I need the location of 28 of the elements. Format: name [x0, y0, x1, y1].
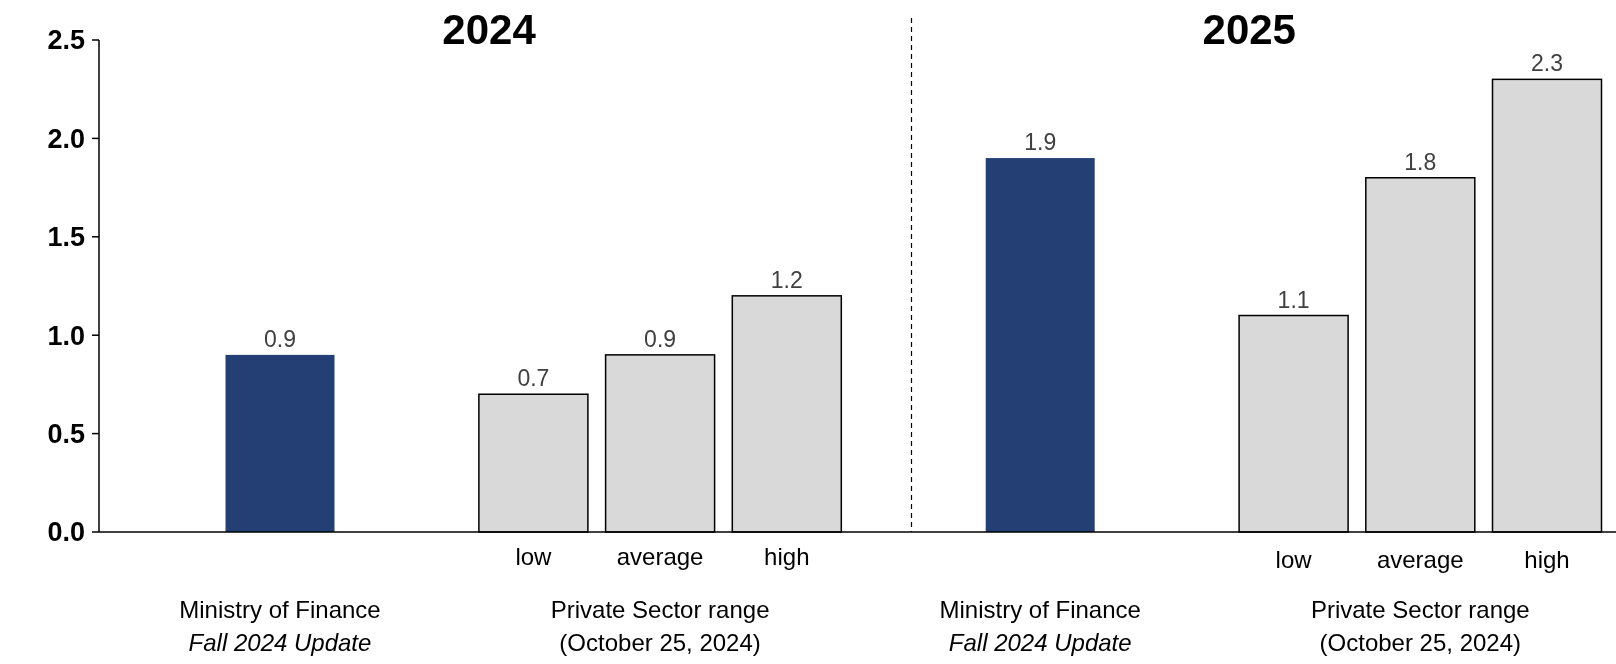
y-tick-label: 0.5	[47, 419, 85, 450]
x-tick-label: low	[515, 543, 553, 570]
annotation: 2024	[442, 6, 537, 53]
x-tick-label: average	[1376, 546, 1464, 573]
bar	[985, 158, 1095, 532]
y-tick-label: 2.5	[47, 25, 85, 56]
data-label: 1.1	[1277, 286, 1310, 313]
y-tick-label: 1.5	[47, 222, 85, 253]
data-label: 1.9	[1024, 129, 1057, 156]
data-label: 0.7	[517, 365, 550, 392]
bar	[225, 354, 335, 532]
annotation: 2025	[1202, 6, 1296, 53]
data-label: 1.8	[1404, 148, 1437, 175]
x-tick-label: low	[1275, 546, 1313, 573]
y-tick-label: 1.0	[47, 320, 85, 351]
x-tick-label: high	[764, 543, 810, 570]
text: Ministry of Finance Fall 2024 Update	[179, 596, 381, 656]
data-label: 0.9	[644, 325, 677, 352]
text: Ministry of Finance Fall 2024 Update	[939, 596, 1141, 656]
text: Private Sector range (October 25, 2024)	[550, 596, 770, 656]
data-label: 0.9	[264, 325, 296, 352]
x-tick-label: high	[1524, 546, 1570, 573]
x-tick-label: average	[616, 543, 704, 570]
text: Private Sector range (October 25, 2024)	[1310, 596, 1530, 656]
data-label: 1.2	[770, 266, 803, 293]
y-tick-label: 2.0	[47, 123, 85, 154]
data-label: 2.3	[1531, 50, 1563, 77]
y-tick-label: 0.0	[47, 517, 85, 548]
